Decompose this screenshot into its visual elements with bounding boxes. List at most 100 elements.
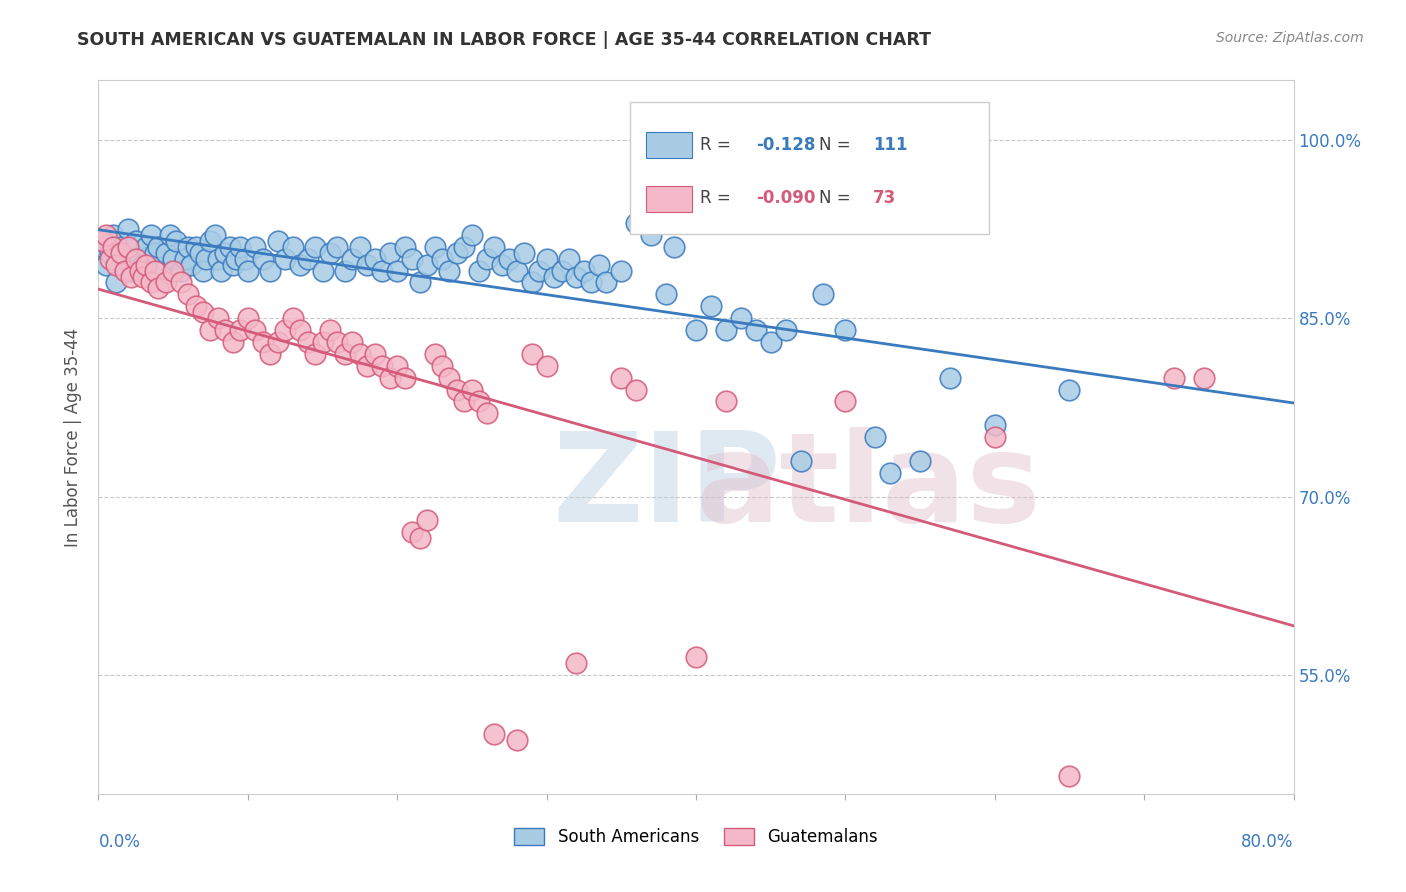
Point	[565, 269, 588, 284]
Point	[759, 334, 782, 349]
Point	[120, 263, 142, 277]
Point	[150, 263, 173, 277]
Point	[446, 245, 468, 260]
Text: SOUTH AMERICAN VS GUATEMALAN IN LABOR FORCE | AGE 35-44 CORRELATION CHART: SOUTH AMERICAN VS GUATEMALAN IN LABOR FO…	[77, 31, 931, 49]
Point	[364, 347, 387, 361]
Point	[259, 263, 281, 277]
Text: 80.0%: 80.0%	[1241, 833, 1294, 851]
Point	[371, 359, 394, 373]
Point	[110, 240, 132, 254]
Point	[565, 656, 588, 670]
Point	[333, 347, 356, 361]
Point	[209, 263, 232, 277]
Point	[610, 370, 633, 384]
Point	[811, 287, 834, 301]
Point	[550, 263, 572, 277]
Point	[714, 394, 737, 409]
Point	[446, 383, 468, 397]
Point	[581, 276, 603, 290]
Point	[356, 258, 378, 272]
Legend: South Americans, Guatemalans: South Americans, Guatemalans	[515, 828, 877, 847]
Point	[416, 258, 439, 272]
FancyBboxPatch shape	[645, 186, 692, 211]
Point	[304, 240, 326, 254]
Point	[114, 263, 136, 277]
Point	[177, 240, 200, 254]
Point	[281, 240, 304, 254]
Point	[184, 299, 207, 313]
Point	[626, 383, 648, 397]
Point	[984, 430, 1007, 444]
Text: R =: R =	[700, 189, 735, 207]
Point	[148, 240, 170, 254]
Point	[408, 531, 430, 545]
Point	[236, 311, 259, 326]
Point	[139, 276, 162, 290]
Point	[498, 252, 520, 266]
Point	[207, 252, 229, 266]
Point	[94, 258, 117, 272]
Point	[110, 245, 132, 260]
Point	[222, 258, 245, 272]
Text: 111: 111	[873, 136, 907, 153]
Point	[105, 258, 128, 272]
Point	[520, 276, 543, 290]
Point	[103, 240, 125, 254]
Point	[200, 323, 222, 337]
Point	[103, 227, 125, 242]
Point	[91, 240, 114, 254]
Point	[461, 383, 484, 397]
Point	[558, 252, 581, 266]
Point	[117, 240, 139, 254]
Point	[135, 258, 157, 272]
Point	[700, 299, 723, 313]
Point	[356, 359, 378, 373]
Point	[98, 252, 122, 266]
Text: atlas: atlas	[696, 426, 1042, 548]
Point	[908, 454, 931, 468]
Point	[311, 334, 333, 349]
Point	[288, 323, 311, 337]
Point	[371, 263, 394, 277]
Point	[416, 513, 439, 527]
Point	[200, 234, 222, 248]
Point	[114, 252, 136, 266]
Point	[105, 276, 128, 290]
Point	[394, 240, 416, 254]
Point	[333, 263, 356, 277]
Text: N =: N =	[820, 189, 856, 207]
Point	[423, 240, 446, 254]
Point	[214, 323, 236, 337]
Point	[401, 252, 423, 266]
Point	[468, 263, 491, 277]
Point	[453, 394, 475, 409]
Point	[349, 240, 371, 254]
Text: N =: N =	[820, 136, 856, 153]
Point	[834, 323, 856, 337]
Point	[155, 245, 177, 260]
Point	[461, 227, 484, 242]
Text: 0.0%: 0.0%	[98, 833, 141, 851]
Point	[245, 240, 267, 254]
Point	[94, 227, 117, 242]
Point	[219, 240, 242, 254]
Point	[984, 418, 1007, 433]
Point	[536, 359, 558, 373]
Point	[423, 347, 446, 361]
Point	[233, 252, 256, 266]
Point	[195, 252, 218, 266]
Point	[640, 227, 662, 242]
Point	[177, 287, 200, 301]
Point	[288, 258, 311, 272]
Point	[439, 370, 461, 384]
Point	[326, 240, 349, 254]
Point	[117, 222, 139, 236]
Point	[394, 370, 416, 384]
Point	[349, 347, 371, 361]
Point	[191, 305, 214, 319]
FancyBboxPatch shape	[630, 102, 988, 234]
Point	[204, 227, 226, 242]
Point	[491, 258, 513, 272]
Y-axis label: In Labor Force | Age 35-44: In Labor Force | Age 35-44	[65, 327, 83, 547]
Point	[148, 281, 170, 295]
